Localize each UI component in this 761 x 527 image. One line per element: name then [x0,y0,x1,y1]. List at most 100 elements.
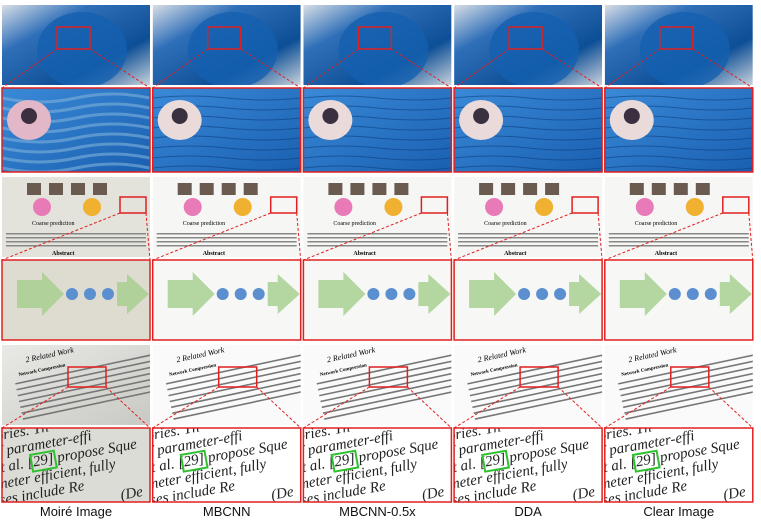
dot [84,288,96,300]
doc-text: Coarse prediction [635,221,678,227]
zoom-link [240,48,301,89]
zoom-link [604,212,723,261]
doc-text: Abstract [353,251,375,257]
blob [183,198,202,216]
zoom-box [67,366,107,388]
ripple [303,165,452,171]
text-line [6,233,146,235]
dot [704,288,717,300]
ripple [152,155,301,161]
arrow [267,274,300,314]
text-line [620,361,753,397]
zoom-box [119,196,147,214]
blob [685,198,704,216]
text-line [458,237,599,239]
zoom-box [571,196,599,214]
panel-border [453,87,603,173]
zoom-link [89,48,151,89]
text-line [321,373,452,409]
text-line [156,233,297,235]
text-line [156,241,297,243]
dot [385,288,398,300]
text-line [608,241,749,243]
ripple [454,155,603,161]
text-line [608,245,749,247]
text-line [625,385,753,420]
thumb [629,183,644,195]
zoom-box [206,26,242,50]
thumb [177,183,192,195]
zoom-link [303,48,359,89]
text-line [608,233,749,235]
panel-border [1,259,151,341]
zoom-link [557,386,603,429]
ripple [2,152,150,164]
panel [454,260,603,340]
arrow [619,272,667,316]
blob [33,198,51,216]
panel-border [302,259,453,341]
zoom-link [748,212,754,261]
thumb [27,183,41,195]
thumb [221,183,236,195]
zoom-line: (De [722,484,747,504]
panel [2,5,150,85]
text-line [6,237,146,239]
ripple [454,95,603,101]
panel [303,260,452,340]
zoom-box [722,196,750,214]
text-line [469,361,603,397]
photo [303,428,452,502]
ripple [604,145,753,151]
text-line [307,237,448,239]
panel: Coarse prediction Abstract [454,177,603,257]
zoom-link [152,212,271,261]
ripple [2,142,150,154]
thumb [651,183,666,195]
panel [152,88,301,172]
thumb [49,183,63,195]
panel [454,5,603,85]
arrow [569,274,602,314]
text-line [468,355,603,391]
zoom-line: (De [270,484,295,504]
panel-border [302,427,453,503]
zoom-link [604,48,661,89]
text-line [458,245,599,247]
thumb [199,183,214,195]
thumb [350,183,365,195]
zoom-box [508,26,543,50]
panel-border [453,427,603,503]
zoom-link [105,386,151,429]
panel-border [604,259,754,341]
zoom-line: (De [421,484,446,504]
ripple [604,155,753,161]
arrow [469,272,517,316]
panel [152,260,301,340]
text-line [20,373,150,409]
text-line [622,373,753,409]
dot [686,288,699,300]
text-line [173,385,301,420]
text-line [156,237,297,239]
text-line [172,379,301,414]
zoom-link [1,212,121,261]
photo [2,428,150,502]
arrow [117,274,149,314]
panel [152,5,301,85]
zoom-box [269,196,298,214]
zoom-box [659,26,694,50]
pool [639,12,730,85]
photo [152,428,301,502]
